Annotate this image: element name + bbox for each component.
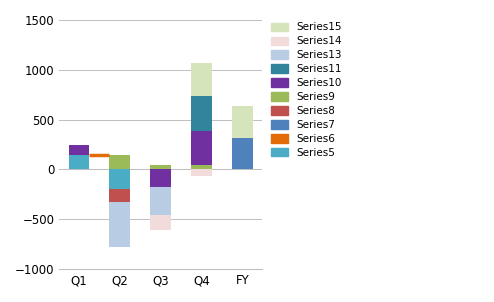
Bar [191, 165, 212, 169]
Bar [232, 106, 253, 138]
Bar [232, 138, 253, 169]
Bar [69, 155, 89, 169]
Bar [191, 131, 212, 165]
Bar [110, 155, 130, 169]
Bar [150, 188, 171, 215]
Bar [150, 215, 171, 230]
Bar [110, 169, 130, 189]
Bar [110, 202, 130, 247]
Bar [110, 189, 130, 202]
Bar [191, 169, 212, 176]
Bar [150, 169, 171, 188]
Bar [191, 96, 212, 131]
Legend: Series15, Series14, Series13, Series11, Series10, Series9, Series8, Series7, Ser: Series15, Series14, Series13, Series11, … [269, 20, 344, 160]
Bar [69, 145, 89, 155]
Bar [150, 165, 171, 169]
Bar [191, 63, 212, 96]
